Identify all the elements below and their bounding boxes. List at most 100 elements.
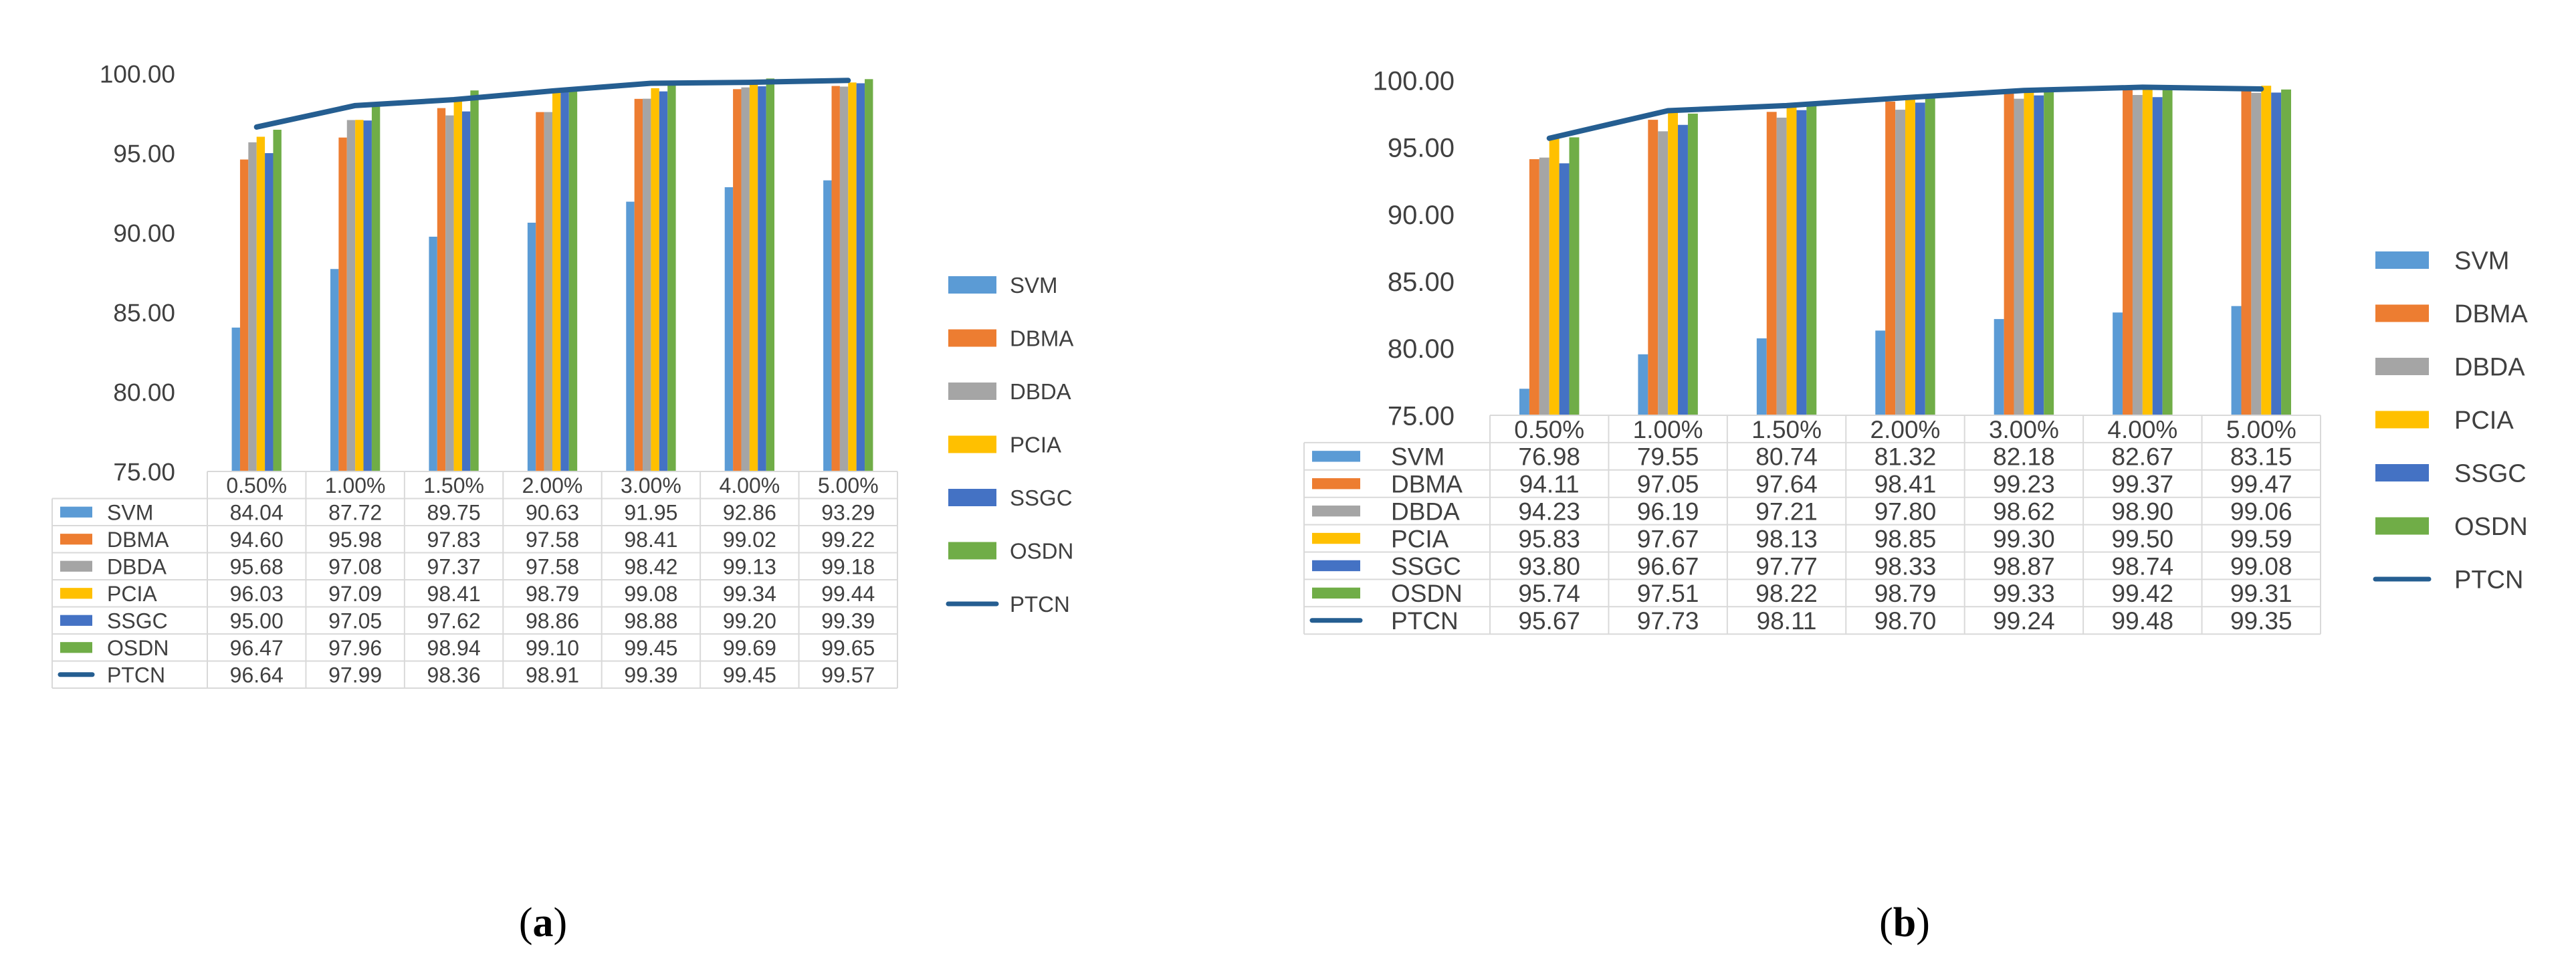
bar-dbda [839,86,849,472]
table-cell-value: 97.64 [1755,471,1818,498]
bar-dbda [1776,117,1787,415]
bar-dbma [1885,101,1896,416]
bar-dbda [1539,157,1549,415]
table-cell-value: 98.86 [526,609,579,633]
table-cell-value: 98.62 [1993,498,2055,525]
x-category-label: 2.00% [522,473,583,498]
bar-osdn [273,130,282,471]
bar-pcia [1905,96,1915,415]
bar-osdn [371,106,381,471]
legend-key-ssgc [2375,464,2429,481]
bar-svm [1994,319,2004,415]
bar-ssgc [758,86,766,472]
table-cell-value: 97.58 [526,554,579,578]
bar-svm [527,223,536,471]
y-tick-label: 75.00 [1388,401,1455,431]
bar-dbma [437,108,446,471]
table-cell-value: 99.35 [2230,607,2292,635]
table-cell-value: 95.83 [1518,525,1580,552]
bar-svm [823,180,832,471]
table-cell-value: 98.11 [1757,607,1817,635]
table-cell-value: 97.05 [1637,471,1699,498]
x-category-label: 5.00% [818,473,879,498]
table-cell-value: 99.57 [821,663,875,687]
table-cell-value: 98.74 [2112,552,2174,580]
bar-ssgc [2271,92,2282,415]
table-cell-value: 93.80 [1518,552,1580,580]
bar-dbma [1529,159,1539,416]
bar-pcia [453,98,462,472]
table-legend-key [1312,451,1360,462]
bar-svm [330,269,339,471]
bar-svm [626,201,635,471]
table-cell-value: 99.44 [821,582,875,606]
bar-pcia [2142,87,2153,415]
table-cell-value: 97.99 [328,663,382,687]
table-cell-value: 97.62 [427,609,481,633]
bar-dbda [1658,131,1669,415]
bar-dbda [1895,110,1905,415]
table-cell-value: 96.64 [230,663,284,687]
table-cell-value: 82.67 [2112,443,2174,471]
legend-label-ssgc: SSGC [2454,460,2527,488]
bar-ssgc [2034,95,2044,415]
bar-dbda [2132,95,2143,415]
legend-label-dbda: DBDA [1010,379,1071,404]
table-cell-value: 95.67 [1518,607,1580,635]
table-cell-value: 76.98 [1518,443,1580,471]
table-legend-key [60,560,92,572]
bar-dbma [831,86,840,472]
table-series-name: SVM [107,500,153,524]
table-cell-value: 98.90 [2112,498,2174,525]
bar-pcia [1786,105,1797,415]
table-series-name: DBDA [1391,498,1460,525]
x-category-label: 2.00% [1870,416,1941,443]
table-cell-value: 99.39 [624,663,677,687]
bar-ssgc [2152,97,2163,415]
table-series-name: PTCN [1391,607,1459,635]
chart-panel-b: 75.00 80.00 85.00 90.00 95.00 100.00 0.50% 1.00… [1303,66,2528,946]
bar-svm [231,327,240,471]
bar-osdn [568,88,578,472]
table-cell-value: 91.95 [624,500,677,524]
bar-ssgc [1796,110,1807,415]
bar-pcia [256,136,265,471]
table-legend-key [1312,532,1360,544]
table-series-name: OSDN [1391,580,1463,607]
panel-caption: (a) [519,900,567,946]
bar-pcia [2024,90,2034,415]
table-cell-value: 98.33 [1874,552,1937,580]
table-cell-value: 97.51 [1637,580,1699,607]
legend-key-dbda [948,383,996,400]
x-category-label: 1.00% [325,473,386,498]
bar-osdn [667,82,676,472]
table-series-name: PCIA [107,582,157,606]
table-cell-value: 99.39 [821,609,875,633]
y-tick-label: 95.00 [1388,134,1455,163]
table-legend-key [1312,587,1360,599]
bar-dbda [544,112,552,471]
bar-dbda [741,87,750,471]
table-cell-value: 99.65 [821,636,875,660]
table-cell-value: 80.74 [1755,443,1818,471]
bar-pcia [552,92,561,472]
bar-ssgc [265,153,274,471]
table-cell-value: 96.03 [230,582,284,606]
table-series-name: PTCN [107,663,165,687]
x-category-label: 4.00% [2107,416,2177,443]
y-tick-label: 100.00 [100,60,175,88]
table-legend-key [1312,478,1360,490]
bar-dbda [248,142,257,472]
table-cell-value: 99.18 [821,554,875,578]
table-cell-value: 84.04 [230,500,284,524]
table-cell-value: 99.47 [2230,471,2292,498]
x-category-label: 4.00% [719,473,780,498]
x-category-label: 0.50% [226,473,287,498]
table-cell-value: 97.21 [1755,498,1818,525]
bar-dbma [733,89,742,472]
legend-label-svm: SVM [2454,247,2509,276]
line-ptcn [1546,84,2264,141]
bar-pcia [1549,136,1560,415]
bar-dbda [2251,92,2262,416]
